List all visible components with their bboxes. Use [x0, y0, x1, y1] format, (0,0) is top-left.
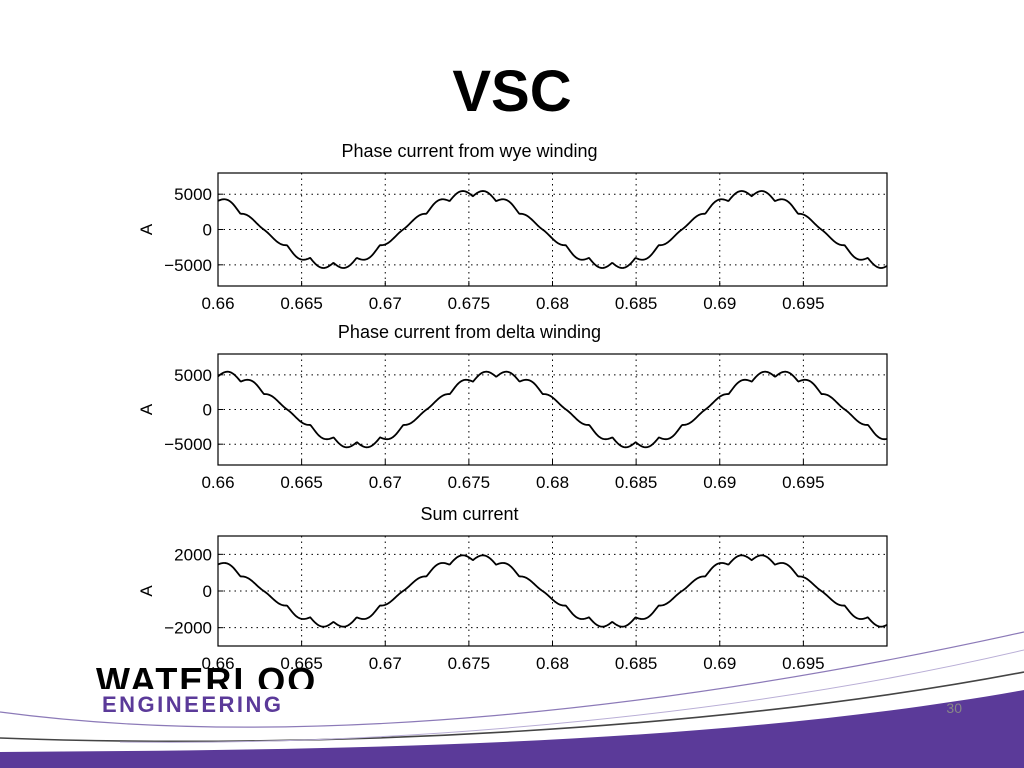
y-tick-label: −5000	[164, 435, 212, 454]
series-line-1	[217, 554, 888, 628]
x-tick-label: 0.66	[201, 294, 234, 313]
chart-title: Phase current from delta winding	[338, 322, 601, 342]
x-tick-label: 0.69	[703, 294, 736, 313]
y-tick-label: −5000	[164, 256, 212, 275]
x-tick-label: 0.665	[280, 473, 323, 492]
x-tick-label: 0.675	[448, 473, 491, 492]
y-axis-label: A	[137, 585, 156, 597]
x-tick-label: 0.68	[536, 294, 569, 313]
x-tick-label: 0.68	[536, 654, 569, 673]
page-number: 30	[946, 700, 962, 716]
x-tick-label: 0.66	[201, 473, 234, 492]
x-tick-label: 0.695	[782, 473, 825, 492]
y-tick-label: 5000	[174, 185, 212, 204]
x-tick-label: 0.69	[703, 473, 736, 492]
y-axis-label: A	[137, 223, 156, 235]
y-tick-label: 0	[203, 221, 212, 240]
logo-wordmark-bottom: ENGINEERING	[102, 692, 284, 717]
x-tick-label: 0.665	[280, 654, 323, 673]
purple-footer-band	[0, 690, 1024, 768]
x-tick-label: 0.69	[703, 654, 736, 673]
x-tick-label: 0.675	[448, 294, 491, 313]
x-tick-label: 0.685	[615, 473, 658, 492]
waterloo-engineering-logo: WATERLOO ENGINEERING	[96, 655, 336, 725]
footer-swoosh-dark	[0, 671, 1024, 743]
x-tick-label: 0.695	[782, 294, 825, 313]
y-tick-label: 0	[203, 582, 212, 601]
x-tick-label: 0.67	[369, 473, 402, 492]
chart-title: Phase current from wye winding	[341, 141, 597, 161]
logo-wordmark-top: WATERLOO	[96, 660, 318, 689]
x-tick-label: 0.685	[615, 654, 658, 673]
footer-swoosh-faint	[119, 649, 1024, 743]
y-axis-label: A	[137, 403, 156, 415]
x-tick-label: 0.67	[369, 294, 402, 313]
x-tick-label: 0.675	[448, 654, 491, 673]
x-tick-label: 0.685	[615, 294, 658, 313]
x-tick-label: 0.67	[369, 654, 402, 673]
y-tick-label: 0	[203, 401, 212, 420]
y-tick-label: 5000	[174, 366, 212, 385]
y-tick-label: −2000	[164, 619, 212, 638]
footer-swoosh-light	[0, 631, 1024, 728]
chart-title: Sum current	[420, 504, 518, 524]
x-tick-label: 0.695	[782, 654, 825, 673]
x-tick-label: 0.665	[280, 294, 323, 313]
x-tick-label: 0.68	[536, 473, 569, 492]
y-tick-label: 2000	[174, 545, 212, 564]
series-line-1	[217, 190, 888, 269]
slide-title: VSC	[452, 59, 572, 124]
x-tick-label: 0.66	[201, 654, 234, 673]
series-line-1	[217, 370, 888, 449]
